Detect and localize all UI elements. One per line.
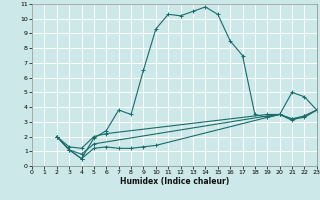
- X-axis label: Humidex (Indice chaleur): Humidex (Indice chaleur): [120, 177, 229, 186]
